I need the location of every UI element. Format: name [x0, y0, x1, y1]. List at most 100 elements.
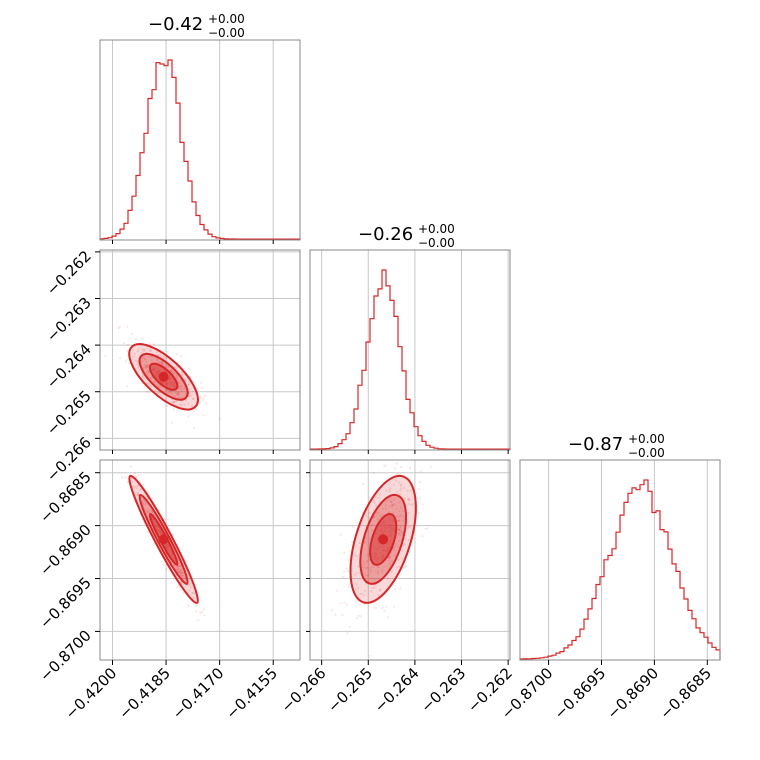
sample-point: [190, 592, 193, 595]
sample-point: [184, 399, 188, 402]
sample-point: [153, 379, 156, 383]
sample-point: [389, 499, 392, 503]
sample-point: [357, 586, 360, 589]
sample-point: [146, 510, 149, 513]
sample-point: [364, 514, 368, 518]
sample-point: [143, 386, 146, 389]
sample-point: [200, 381, 203, 384]
sample-point: [388, 497, 391, 500]
x-tick-label-0266: −0.266: [278, 664, 330, 716]
sample-point: [372, 471, 375, 474]
sample-point: [147, 383, 150, 386]
sample-point: [177, 392, 180, 395]
sample-point: [187, 380, 190, 383]
sample-point: [177, 387, 180, 391]
x-tick-label-0265: −0.265: [324, 664, 376, 716]
sample-point: [377, 569, 380, 573]
x-tick-label-08685: −0.8685: [656, 664, 715, 723]
sample-point: [143, 349, 146, 352]
sample-point: [147, 382, 150, 385]
sample-point: [202, 608, 205, 611]
sample-point: [345, 567, 348, 570]
sample-point: [202, 398, 205, 401]
sample-point: [137, 484, 140, 487]
sample-point: [401, 557, 404, 560]
sample-point: [374, 504, 377, 507]
sample-point: [399, 483, 403, 486]
sample-point: [373, 515, 376, 518]
sample-point: [363, 562, 366, 565]
sample-point: [357, 614, 360, 617]
sample-point: [145, 381, 148, 384]
sample-point: [399, 526, 402, 529]
sample-point: [388, 555, 391, 558]
sample-point: [404, 565, 407, 568]
sample-point: [126, 343, 130, 346]
sample-point: [203, 614, 206, 617]
sample-point: [132, 355, 135, 358]
sample-point: [181, 373, 184, 376]
sample-point: [407, 538, 410, 542]
sample-point: [149, 347, 152, 351]
sample-point: [403, 499, 406, 502]
sample-point: [141, 374, 144, 377]
sample-point: [145, 366, 148, 369]
sample-point: [145, 365, 148, 368]
sample-point: [135, 475, 138, 478]
sample-point: [179, 571, 182, 574]
sample-point: [180, 571, 183, 574]
sample-point: [176, 586, 179, 589]
sample-point: [173, 392, 177, 395]
contour-peak: [378, 534, 389, 545]
sample-point: [398, 529, 401, 532]
sample-point: [354, 554, 357, 557]
sample-point: [377, 572, 380, 575]
sample-point: [351, 541, 354, 544]
frame-2d-2-3: [309, 459, 511, 661]
sample-point: [175, 565, 178, 568]
sample-point: [180, 574, 184, 577]
sample-point: [396, 515, 399, 518]
sample-point: [176, 568, 179, 572]
sample-point: [149, 349, 152, 352]
sample-point: [143, 348, 146, 351]
sample-point: [133, 352, 136, 355]
sample-point: [172, 400, 175, 403]
sample-point: [392, 483, 395, 486]
hist-panel-param-1: −0.42 +0.00 −0.00: [99, 12, 301, 241]
sample-point: [142, 349, 145, 352]
sample-point: [150, 359, 153, 362]
sample-point: [143, 501, 146, 504]
sample-point: [179, 573, 182, 576]
sample-point: [178, 385, 182, 388]
sample-point: [94, 423, 96, 425]
sample-point: [131, 347, 134, 350]
sample-point: [399, 513, 402, 517]
sample-point: [190, 582, 193, 585]
sample-point: [376, 512, 379, 515]
sample-point: [402, 486, 405, 490]
sample-point: [195, 610, 198, 613]
sample-point: [153, 358, 156, 361]
sample-point: [126, 325, 129, 328]
sample-point: [198, 401, 201, 404]
sample-point: [179, 568, 182, 571]
sample-point: [384, 504, 388, 507]
sample-point: [136, 360, 139, 363]
sample-point: [402, 544, 405, 547]
sample-point: [104, 354, 107, 358]
sample-point: [409, 453, 411, 455]
sample-point: [370, 529, 373, 532]
sample-point: [401, 519, 404, 523]
sample-point: [175, 376, 178, 380]
sample-point: [388, 555, 392, 559]
sample-point: [368, 511, 371, 515]
sample-point: [178, 391, 181, 394]
sample-point: [179, 574, 182, 577]
x-tick-label-08690: −0.8690: [603, 664, 662, 723]
sample-point: [373, 578, 376, 581]
sample-point: [170, 392, 173, 395]
sample-point: [392, 605, 396, 608]
sample-point: [403, 497, 406, 500]
sample-point: [392, 511, 395, 514]
